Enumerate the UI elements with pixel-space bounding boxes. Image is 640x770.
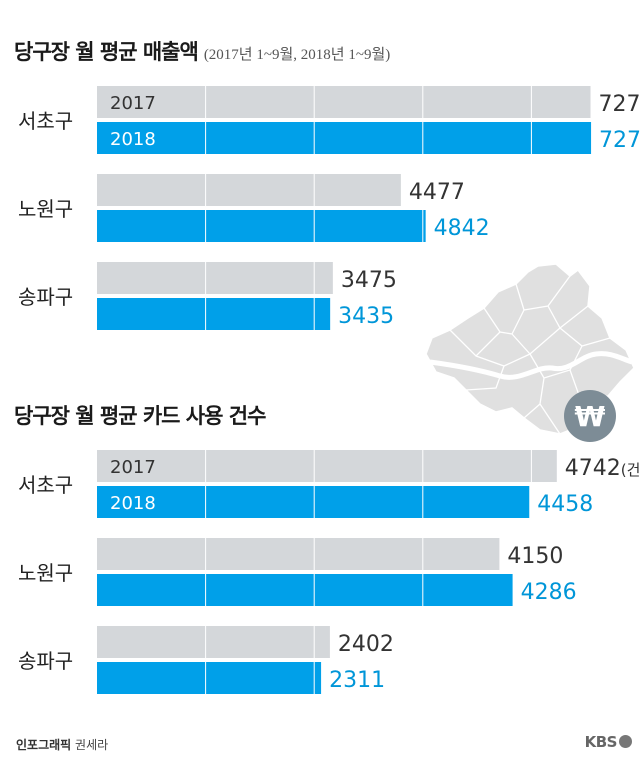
- seoul-districts-lines: [449, 275, 611, 435]
- value-label-2017: 4150: [507, 544, 563, 569]
- value-label-2018: 7279: [599, 128, 640, 153]
- chart-title-card-usage: 당구장 월 평균 카드 사용 건수: [14, 400, 266, 430]
- footer-credit: 인포그래픽 권세라: [16, 736, 108, 753]
- chart-title-text: 당구장 월 평균 매출액: [14, 40, 199, 64]
- bar-2017: [97, 450, 557, 482]
- legend-2017: 2017: [110, 93, 156, 114]
- category-label: 송파구: [18, 285, 73, 309]
- chart-title-revenue: 당구장 월 평균 매출액 (2017년 1~9월, 2018년 1~9월): [14, 36, 390, 66]
- value-label-2017: 4477: [409, 180, 465, 205]
- bar-2017: [97, 174, 401, 206]
- legend-2018: 2018: [110, 129, 156, 150]
- value-label-2018: 2311: [329, 668, 385, 693]
- chart-title-text: 당구장 월 평균 카드 사용 건수: [14, 404, 266, 428]
- won-currency-icon: ₩: [564, 390, 616, 442]
- logo-dot-icon: [619, 735, 632, 748]
- bar-2017: [97, 262, 333, 294]
- category-label: 서초구: [18, 109, 73, 133]
- bar-2017: [97, 626, 330, 658]
- bar-2018: [97, 298, 331, 330]
- bar-2018: [97, 122, 592, 154]
- credit-name: 권세라: [75, 738, 109, 752]
- value-label-2017: 4742(건): [565, 456, 640, 481]
- seoul-map-illustration: ₩: [425, 263, 635, 442]
- card-usage-bar-chart: 서초구 2017 2018 4742(건) 4458 노원구 4150 4286 송파구 2402…: [18, 450, 640, 694]
- bar-2018: [97, 486, 530, 518]
- bar-2018: [97, 574, 513, 606]
- kbs-logo: KBS: [585, 733, 632, 751]
- value-label-2018: 4458: [537, 492, 593, 517]
- bar-2017: [97, 538, 500, 570]
- category-label: 서초구: [18, 473, 73, 497]
- value-label-2018: 3435: [338, 304, 394, 329]
- bar-2018: [97, 662, 322, 694]
- legend-2018: 2018: [110, 493, 156, 514]
- category-label: 노원구: [18, 561, 73, 585]
- unit-label: (건): [621, 461, 640, 479]
- revenue-bar-chart: 서초구 2017 2018 7271(만 원) 7279 노원구 4477 4842 송파구 34…: [18, 86, 640, 330]
- logo-text: KBS: [584, 733, 618, 751]
- credit-label: 인포그래픽: [16, 738, 72, 752]
- value-label-2018: 4286: [521, 580, 577, 605]
- value-label-2018: 4842: [434, 216, 490, 241]
- bar-2018: [97, 210, 426, 242]
- legend-2017: 2017: [110, 457, 156, 478]
- value-label-2017: 2402: [338, 632, 394, 657]
- bar-2017: [97, 86, 591, 118]
- chart-subtitle: (2017년 1~9월, 2018년 1~9월): [203, 47, 391, 63]
- svg-text:₩: ₩: [575, 400, 606, 433]
- category-label: 노원구: [18, 197, 73, 221]
- category-label: 송파구: [18, 649, 73, 673]
- value-label-2017: 7271(만 원): [599, 92, 640, 117]
- value-label-2017: 3475: [341, 268, 397, 293]
- han-river-shape: [429, 351, 633, 380]
